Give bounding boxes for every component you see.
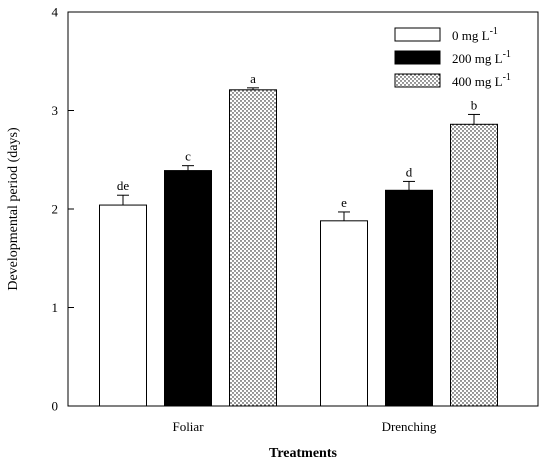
y-tick-label: 2: [52, 202, 59, 217]
bar: [320, 220, 368, 407]
legend-entry-name: 200 mg L: [452, 51, 503, 66]
significance-label: b: [471, 97, 478, 112]
significance-label: d: [406, 164, 413, 179]
legend-swatch: [394, 27, 441, 42]
legend-entry: 400 mg L-1: [452, 72, 511, 89]
bar: [229, 89, 277, 407]
significance-label: de: [117, 178, 130, 193]
y-tick-label: 1: [52, 300, 59, 315]
legend-entry-superscript: -1: [503, 72, 511, 83]
y-tick-label: 0: [52, 399, 59, 414]
bar: [164, 170, 212, 407]
bar: [99, 204, 147, 407]
legend-entry-name: 0 mg L: [452, 28, 490, 43]
labels: Developmental period (days) Treatments: [6, 127, 337, 461]
legend-entry-superscript: -1: [503, 49, 511, 60]
y-axis-title: Developmental period (days): [6, 127, 21, 291]
bar: [450, 123, 498, 407]
significance-label: e: [341, 195, 347, 210]
legend-entry: 200 mg L-1: [452, 49, 511, 66]
legend-entry-name: 400 mg L: [452, 74, 503, 89]
bars: de c a e d b: [99, 71, 498, 407]
x-tick-label: Drenching: [382, 419, 437, 434]
y-tick-label: 4: [52, 5, 59, 20]
legend-swatch: [394, 50, 441, 65]
axes: 0 1 2 3 4 Foliar Drenching: [52, 5, 539, 434]
legend-swatch: [394, 73, 441, 88]
significance-label: c: [185, 149, 191, 164]
y-tick-label: 3: [52, 103, 59, 118]
x-axis-title: Treatments: [269, 446, 337, 461]
bar: [385, 189, 433, 407]
legend-entry: 0 mg L-1: [452, 26, 498, 43]
legend-entry-superscript: -1: [490, 26, 498, 37]
x-tick-label: Foliar: [172, 419, 204, 434]
significance-label: a: [250, 71, 256, 86]
